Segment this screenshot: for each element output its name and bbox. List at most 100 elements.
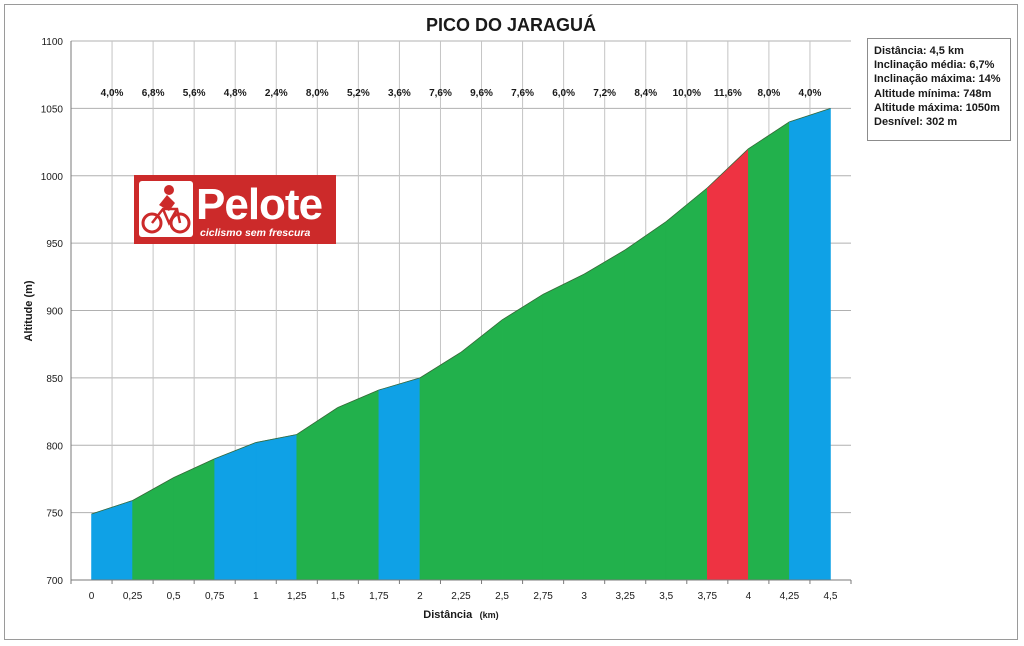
grade-label: 10,0% xyxy=(673,88,701,99)
y-tick-label: 850 xyxy=(46,374,63,385)
elevation-segment xyxy=(91,500,133,581)
stat-distance: Distância: 4,5 km xyxy=(874,45,964,57)
profile-line xyxy=(583,249,626,275)
elevation-segment xyxy=(789,107,831,581)
x-tick-label: 0 xyxy=(89,591,95,602)
logo-tagline: ciclismo sem frescura xyxy=(200,227,311,239)
y-tick-label: 1050 xyxy=(41,104,64,115)
x-tick-label: 1,25 xyxy=(287,591,307,602)
x-tick-label: 4,25 xyxy=(780,591,800,602)
elevation-segment xyxy=(542,273,585,581)
elevation-segment xyxy=(173,458,215,581)
x-tick-label: 2,25 xyxy=(451,591,471,602)
y-tick-label: 1100 xyxy=(41,37,63,48)
grade-label: 7,2% xyxy=(593,88,616,99)
stats-box: Distância: 4,5 km Inclinação média: 6,7%… xyxy=(867,38,1011,141)
elevation-segment xyxy=(296,406,339,581)
grade-label: 4,0% xyxy=(101,88,124,99)
grade-label: 6,8% xyxy=(142,88,165,99)
axes: 700 750 800 850 900 950 1000 1050 1100 4,0% 6,8% 5,… xyxy=(41,37,852,602)
grade-label: 2,4% xyxy=(265,88,288,99)
x-tick-label: 0,5 xyxy=(167,591,181,602)
y-tick-label: 900 xyxy=(46,307,63,318)
grade-label: 9,6% xyxy=(470,88,493,99)
x-tick-label: 3,25 xyxy=(615,591,635,602)
x-tick-label: 0,75 xyxy=(205,591,225,602)
stat-elevation-gain: Desnível: 302 m xyxy=(874,116,958,129)
grade-label: 3,6% xyxy=(388,88,411,99)
profile-line xyxy=(132,477,174,501)
elevation-segment xyxy=(255,434,298,581)
chart-title: PICO DO JARAGUÁ xyxy=(426,14,596,35)
elevation-segment xyxy=(132,477,174,581)
profile-line xyxy=(542,273,585,295)
x-tick-label: 4,5 xyxy=(824,591,838,602)
grade-label: 7,6% xyxy=(511,88,534,99)
grade-label: 7,6% xyxy=(429,88,452,99)
profile-line xyxy=(707,148,749,189)
profile-line xyxy=(214,442,256,460)
profile-line xyxy=(460,319,503,353)
grade-label: 5,6% xyxy=(183,88,206,99)
x-axis-label-unit: (km) xyxy=(480,610,499,620)
profile-line xyxy=(789,107,831,123)
x-tick-label: 4 xyxy=(746,591,752,602)
elevation-segment xyxy=(624,220,667,581)
profile-line xyxy=(624,221,667,251)
elevation-area xyxy=(91,107,831,581)
x-tick-label: 3,5 xyxy=(659,591,673,602)
elevation-segment xyxy=(460,319,503,581)
y-tick-label: 800 xyxy=(46,441,63,452)
elevation-segment xyxy=(707,148,749,581)
profile-line xyxy=(337,389,380,408)
logo-wordmark: Pelote xyxy=(196,180,323,229)
stat-avg-grade: Inclinação média: 6,7% xyxy=(874,59,995,72)
profile-line xyxy=(91,500,133,515)
y-tick-label: 700 xyxy=(46,576,63,587)
elevation-segment xyxy=(337,389,380,581)
x-tick-label: 2,75 xyxy=(533,591,553,602)
elevation-segment xyxy=(419,351,462,581)
x-tick-label: 2 xyxy=(417,591,423,602)
y-tick-label: 950 xyxy=(46,239,63,250)
elevation-segment xyxy=(748,121,790,581)
elevation-segment xyxy=(378,377,421,581)
profile-line xyxy=(255,434,297,443)
grade-label: 8,0% xyxy=(306,88,329,99)
cyclist-icon xyxy=(139,181,193,237)
elevation-segment xyxy=(583,249,626,581)
x-tick-label: 1,5 xyxy=(331,591,345,602)
grade-label: 5,2% xyxy=(347,88,370,99)
pelote-logo: Pelote ciclismo sem frescura xyxy=(134,175,336,244)
y-axis-label: Altitude (m) xyxy=(23,280,35,341)
profile-line xyxy=(173,458,215,478)
grade-label: 8,0% xyxy=(757,88,780,99)
x-tick-label: 3 xyxy=(581,591,587,602)
profile-line xyxy=(378,377,421,391)
x-tick-label: 1 xyxy=(253,591,259,602)
x-axis-label-main: Distância xyxy=(423,609,473,621)
x-tick-label: 0,25 xyxy=(123,591,143,602)
elevation-segment xyxy=(501,293,544,581)
grade-label: 8,4% xyxy=(634,88,657,99)
elevation-segment xyxy=(665,187,708,581)
grade-label: 6,0% xyxy=(552,88,575,99)
profile-line xyxy=(296,407,339,435)
profile-line xyxy=(501,293,544,321)
elevation-segment xyxy=(214,442,257,581)
grade-label: 4,0% xyxy=(799,88,822,99)
stat-max-grade: Inclinação máxima: 14% xyxy=(874,73,1001,86)
x-tick-label: 1,75 xyxy=(369,591,389,602)
stat-min-altitude: Altitude mínima: 748m xyxy=(874,87,992,100)
y-tick-label: 1000 xyxy=(41,172,64,183)
x-axis-label: Distância (km) xyxy=(423,605,498,622)
profile-line xyxy=(419,351,462,379)
grade-label: 4,8% xyxy=(224,88,247,99)
grade-label: 11,6% xyxy=(714,88,742,99)
profile-line xyxy=(666,187,708,222)
x-tick-label: 2,5 xyxy=(495,591,509,602)
profile-line xyxy=(748,121,790,150)
stat-max-altitude: Altitude máxima: 1050m xyxy=(874,101,1000,114)
y-tick-label: 750 xyxy=(46,509,63,520)
